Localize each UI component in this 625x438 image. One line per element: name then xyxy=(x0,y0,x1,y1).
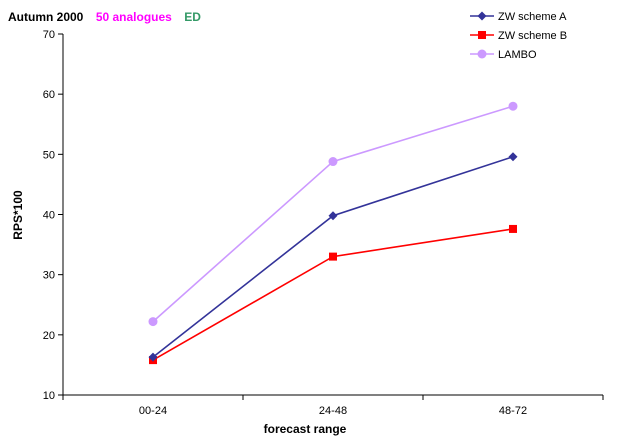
x-tick-label: 00-24 xyxy=(139,405,167,417)
y-ticks: 10 20 30 40 50 60 70 xyxy=(43,29,63,402)
y-tick-label: 30 xyxy=(43,270,55,282)
legend-item: ZW scheme B xyxy=(470,30,567,42)
diamond-marker xyxy=(508,152,518,162)
series-zw-scheme-a xyxy=(148,152,518,362)
y-tick-label: 20 xyxy=(43,330,55,342)
y-tick-label: 10 xyxy=(43,390,55,402)
series-line xyxy=(152,228,514,361)
legend-item: ZW scheme A xyxy=(470,11,567,23)
diamond-marker xyxy=(477,11,487,21)
y-tick-label: 50 xyxy=(43,149,55,161)
circle-marker xyxy=(477,49,487,59)
legend-label: LAMBO xyxy=(498,49,537,61)
circle-marker xyxy=(328,157,338,167)
title-part-analogues: 50 analogues xyxy=(96,10,172,24)
title-part-method: ED xyxy=(184,10,201,24)
x-tick-label: 24-48 xyxy=(319,405,347,417)
x-axis-label: forecast range xyxy=(264,422,347,436)
y-tick-label: 70 xyxy=(43,29,55,41)
diamond-marker xyxy=(148,352,158,362)
legend-label: ZW scheme B xyxy=(498,30,567,42)
x-ticks: 00-24 24-48 48-72 xyxy=(62,395,604,417)
chart-title: Autumn 2000 50 analogues ED xyxy=(8,8,201,25)
circle-marker xyxy=(148,317,158,327)
diamond-marker xyxy=(328,211,338,221)
series-lambo xyxy=(148,101,518,327)
series-layer xyxy=(148,101,518,365)
square-marker xyxy=(509,224,517,233)
legend: ZW scheme A ZW scheme B LAMBO xyxy=(470,11,567,61)
legend-item: LAMBO xyxy=(470,49,537,61)
y-axis-label: RPS*100 xyxy=(11,190,25,240)
y-tick-label: 40 xyxy=(43,210,55,222)
circle-marker xyxy=(508,101,518,111)
square-marker xyxy=(329,252,337,261)
title-part-season: Autumn 2000 xyxy=(8,10,84,24)
x-tick-label: 48-72 xyxy=(499,405,527,417)
y-tick-label: 60 xyxy=(43,89,55,101)
square-marker xyxy=(478,31,486,39)
series-zw-scheme-b xyxy=(149,224,517,365)
legend-label: ZW scheme A xyxy=(498,11,567,23)
